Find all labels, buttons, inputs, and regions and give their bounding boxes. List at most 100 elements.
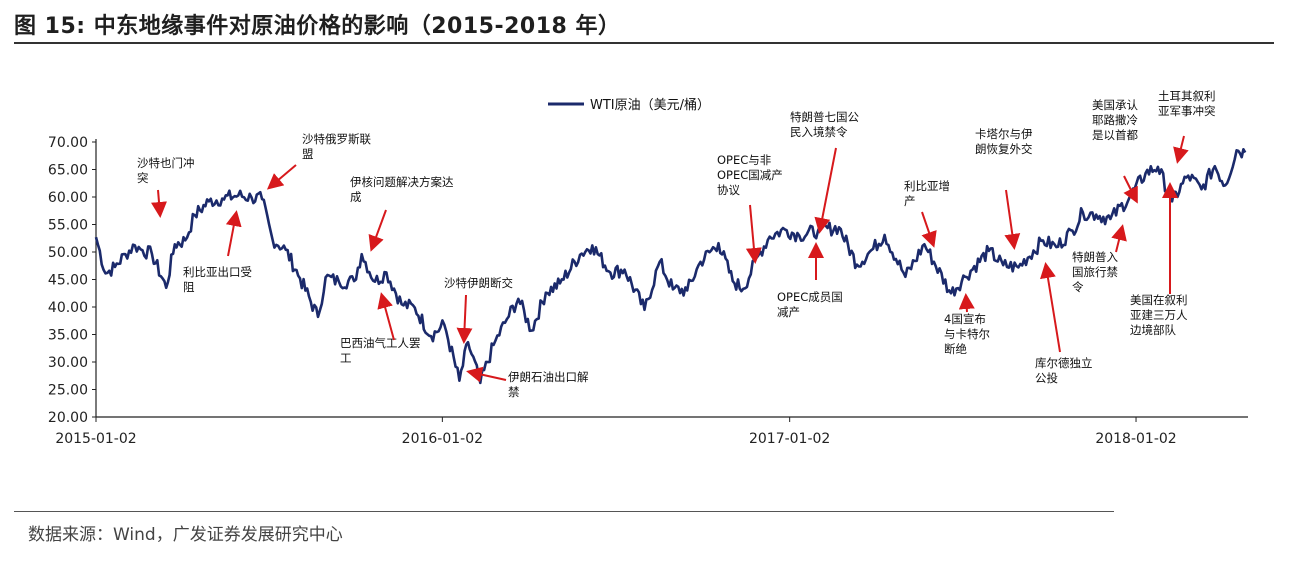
annotation-line: OPEC与非 <box>717 153 772 167</box>
annotation-line: 沙特也门冲 <box>137 156 195 170</box>
annotation-text: 土耳其叙利亚军事冲突 <box>1158 89 1216 118</box>
y-tick-label: 65.00 <box>48 163 88 179</box>
annotation-arrow <box>1004 189 1021 250</box>
annotation-line: 特朗普七国公 <box>790 110 859 124</box>
annotation-arrow <box>1173 135 1189 164</box>
annotation-line: 沙特俄罗斯联 <box>302 132 371 146</box>
annotation-text: 库尔德独立公投 <box>1035 356 1093 385</box>
annotation-arrow <box>1123 175 1138 204</box>
event-annotation: 沙特俄罗斯联盟 <box>266 132 371 190</box>
annotation-line: 亚建三万人 <box>1130 308 1188 322</box>
annotation-line: 卡塔尔与伊 <box>975 127 1033 141</box>
annotation-line: 盟 <box>302 147 314 161</box>
y-tick-label: 20.00 <box>48 410 88 426</box>
y-tick-label: 40.00 <box>48 300 88 316</box>
y-tick-label: 30.00 <box>48 355 88 371</box>
event-annotation: 卡塔尔与伊朗恢复外交 <box>975 127 1033 250</box>
y-tick-label: 25.00 <box>48 383 88 399</box>
x-tick-label: 2018-01-02 <box>1095 431 1176 447</box>
annotation-line: 土耳其叙利 <box>1158 89 1216 103</box>
annotation-text: 利比亚增产 <box>904 179 950 208</box>
annotation-text: 卡塔尔与伊朗恢复外交 <box>975 127 1033 156</box>
annotation-line: 禁 <box>508 385 520 399</box>
event-annotation: OPEC成员国减产 <box>777 242 843 319</box>
x-tick-label: 2015-01-02 <box>55 431 136 447</box>
annotation-line: 突 <box>137 171 149 185</box>
annotation-line: 4国宣布 <box>944 312 986 326</box>
annotation-line: 产 <box>904 194 916 208</box>
plot-area <box>94 148 1247 385</box>
annotation-line: 工 <box>340 351 352 365</box>
annotation-text: 4国宣布与卡特尔断绝 <box>944 312 990 356</box>
annotation-text: 沙特伊朗断交 <box>444 276 513 290</box>
annotation-arrow <box>377 292 395 341</box>
annotation-text: OPEC与非 OPEC国减产协议 <box>717 153 783 197</box>
annotation-text: 特朗普七国公民入境禁令 <box>790 110 859 139</box>
annotation-line: 伊核问题解决方案达 <box>350 175 454 189</box>
event-annotation: OPEC与非 OPEC国减产协议 <box>717 153 783 264</box>
event-annotation: 土耳其叙利亚军事冲突 <box>1158 89 1216 164</box>
annotation-line: 阻 <box>183 280 195 294</box>
annotation-arrow <box>225 210 242 257</box>
annotation-line: 利比亚出口受 <box>183 265 252 279</box>
x-tick-label: 2017-01-02 <box>749 431 830 447</box>
annotation-line: 协议 <box>717 183 740 197</box>
annotation-text: 利比亚出口受阻 <box>183 265 252 294</box>
annotation-line: 与卡特尔 <box>944 327 990 341</box>
annotation-line: 是以首都 <box>1092 128 1138 142</box>
annotation-line: 民入境禁令 <box>790 125 848 139</box>
annotation-line: OPEC成员国 <box>777 290 843 304</box>
y-tick-label: 55.00 <box>48 218 88 234</box>
annotation-line: 公投 <box>1035 371 1058 385</box>
annotation-line: 国旅行禁 <box>1072 265 1118 279</box>
event-annotation: 利比亚增产 <box>904 179 950 248</box>
annotation-arrow <box>745 204 762 264</box>
annotation-text: OPEC成员国减产 <box>777 290 843 319</box>
event-annotation: 巴西油气工人罢工 <box>340 292 421 365</box>
annotation-text: 沙特也门冲突 <box>137 156 195 185</box>
annotation-line: 利比亚增 <box>904 179 950 193</box>
event-annotation: 4国宣布与卡特尔断绝 <box>944 293 990 356</box>
event-annotation: 利比亚出口受阻 <box>183 210 252 294</box>
annotation-line: 耶路撒冷 <box>1092 113 1138 127</box>
annotation-line: 巴西油气工人罢 <box>340 336 421 350</box>
annotation-line: 美国在叙利 <box>1130 293 1188 307</box>
annotation-arrow <box>1040 262 1061 353</box>
annotation-text: 沙特俄罗斯联盟 <box>302 132 371 161</box>
annotation-text: 美国在叙利亚建三万人边境部队 <box>1130 293 1188 337</box>
annotation-text: 伊核问题解决方案达成 <box>350 175 454 204</box>
annotation-line: 库尔德独立 <box>1035 356 1093 370</box>
annotation-line: 减产 <box>777 305 800 319</box>
y-tick-label: 60.00 <box>48 190 88 206</box>
annotation-arrow <box>456 294 473 344</box>
chart-title: 图 15: 中东地缘事件对原油价格的影响（2015-2018 年） <box>14 14 621 39</box>
y-tick-label: 35.00 <box>48 328 88 344</box>
wti-series-line <box>94 148 1247 385</box>
annotation-arrow <box>151 189 167 218</box>
event-annotation: 伊核问题解决方案达成 <box>350 175 454 252</box>
chart-legend: WTI原油（美元/桶） <box>548 98 710 113</box>
annotation-line: OPEC国减产 <box>717 168 783 182</box>
event-annotation: 特朗普七国公民入境禁令 <box>790 110 859 234</box>
footer-divider <box>14 511 1114 512</box>
x-tick-label: 2016-01-02 <box>402 431 483 447</box>
event-annotation: 库尔德独立公投 <box>1035 262 1093 385</box>
annotation-arrow <box>921 211 937 248</box>
annotation-line: 伊朗石油出口解 <box>508 370 589 384</box>
annotation-text: 巴西油气工人罢工 <box>340 336 421 365</box>
event-annotation: 特朗普入国旅行禁令 <box>1072 224 1127 294</box>
annotation-arrow <box>266 164 297 190</box>
annotation-arrow <box>466 366 507 383</box>
annotation-text: 伊朗石油出口解禁 <box>508 370 589 399</box>
y-tick-label: 50.00 <box>48 245 88 261</box>
event-annotation: 沙特伊朗断交 <box>444 276 513 344</box>
legend-label: WTI原油（美元/桶） <box>590 98 710 113</box>
annotation-line: 朗恢复外交 <box>975 142 1033 156</box>
annotation-arrow <box>368 209 387 252</box>
annotation-line: 特朗普入 <box>1072 250 1118 264</box>
annotation-arrow <box>814 147 837 234</box>
annotation-text: 美国承认耶路撒冷是以首都 <box>1092 98 1138 142</box>
annotation-text: 特朗普入国旅行禁令 <box>1072 250 1118 294</box>
